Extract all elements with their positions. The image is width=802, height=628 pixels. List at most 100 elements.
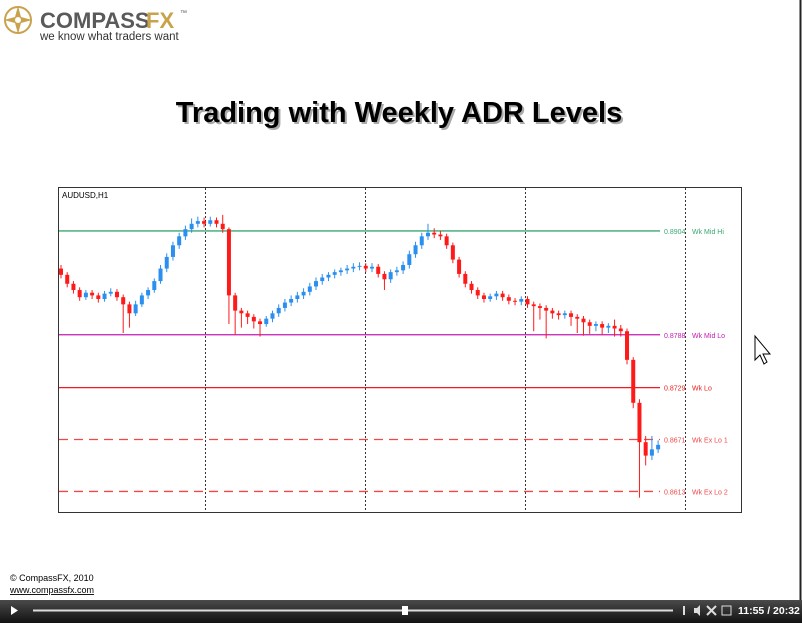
player-controls — [683, 605, 732, 616]
candle-body — [195, 221, 200, 224]
candle-body — [282, 302, 287, 308]
logo-center — [15, 17, 21, 23]
candle-body — [363, 265, 368, 269]
candle-body — [419, 236, 424, 246]
fullscreen-button[interactable] — [706, 605, 717, 616]
candle-body — [345, 268, 350, 271]
candle-body — [488, 296, 493, 299]
candle-body — [71, 283, 76, 291]
candle-body — [90, 292, 95, 296]
candle-body — [245, 313, 250, 317]
candle-body — [649, 449, 654, 456]
candle-body — [332, 272, 337, 275]
progress-knob[interactable] — [402, 606, 408, 615]
candle-body — [494, 293, 499, 297]
candle-body — [314, 281, 319, 287]
candle-body — [177, 236, 182, 246]
window-button[interactable] — [721, 605, 732, 616]
candle-body — [264, 318, 269, 325]
volume-icon[interactable] — [683, 606, 685, 615]
level-value: 0.8904 — [664, 229, 686, 236]
level-label: Wk Lo — [692, 386, 712, 393]
candle-body — [481, 295, 486, 299]
candle-body — [531, 304, 536, 307]
candle-body — [127, 304, 132, 314]
candle-body — [152, 281, 157, 291]
candle-body — [102, 293, 107, 299]
candle-body — [631, 359, 636, 403]
candle-body — [233, 295, 238, 311]
candle-body — [463, 273, 468, 284]
candle-body — [600, 324, 605, 328]
candle-body — [307, 286, 312, 292]
level-value: 0.8729 — [664, 386, 686, 393]
candle-body — [475, 290, 480, 296]
candle-body — [320, 277, 325, 282]
candle-body — [77, 290, 82, 298]
candle-body — [183, 229, 188, 237]
candle-body — [612, 325, 617, 329]
candle-body — [214, 220, 219, 224]
candle-body — [83, 292, 88, 298]
candle-body — [425, 232, 430, 237]
candle-body — [469, 283, 474, 291]
candle-body — [618, 328, 623, 332]
candle-body — [114, 291, 119, 298]
candle-body — [637, 402, 642, 443]
player-time: 11:55 / 20:32 — [738, 605, 800, 617]
candle-body — [108, 291, 113, 294]
candle-body — [351, 266, 356, 269]
candle-body — [301, 291, 306, 296]
candle-body — [407, 254, 412, 265]
candle-body — [270, 313, 275, 319]
candle-body — [544, 307, 549, 311]
candle-body — [506, 297, 511, 301]
level-value: 0.8613 — [664, 489, 686, 496]
candle-body — [593, 324, 598, 326]
candle-body — [556, 313, 561, 316]
play-button[interactable] — [11, 606, 18, 615]
candle-body — [370, 266, 374, 269]
candle-body — [170, 245, 175, 257]
candle-body — [239, 310, 244, 314]
candle-body — [569, 313, 574, 317]
candle-body — [587, 322, 592, 326]
candle-body — [562, 313, 567, 316]
candle-body — [643, 442, 648, 456]
candle-body — [251, 316, 256, 322]
candle-body — [394, 270, 399, 273]
logo-text: COMPASS — [40, 8, 150, 33]
level-label: Wk Ex Lo 1 — [692, 438, 728, 445]
tagline: we know what traders want — [39, 31, 180, 43]
candle-body — [625, 331, 630, 360]
level-label: Wk Mid Lo — [692, 333, 725, 340]
candle-body — [438, 234, 443, 237]
copyright: © CompassFX, 2010 — [10, 573, 94, 583]
level-label: Wk Ex Lo 2 — [692, 489, 728, 496]
trademark: ™ — [180, 10, 187, 17]
candle-body — [444, 236, 449, 246]
candle-body — [550, 310, 555, 314]
candle-body — [338, 270, 343, 273]
title-shadow: Trading with Weekly ADR Levels — [178, 99, 624, 131]
candle-body — [96, 295, 101, 299]
candle-body — [59, 268, 63, 275]
candle-body — [65, 274, 70, 284]
candle-body — [326, 274, 331, 278]
candle-body — [276, 307, 281, 314]
candle-body — [450, 245, 455, 260]
mouse-cursor — [754, 334, 772, 365]
candle-body — [289, 298, 294, 303]
plot: 0.8904 Wk Mid Hi 0.8788 Wk Mid Lo 0.8729 Wk L… — [59, 214, 728, 498]
website-link[interactable]: www.compassfx.com — [9, 585, 94, 595]
candle-body — [519, 298, 524, 302]
candle-body — [581, 318, 586, 323]
candle-body — [401, 264, 406, 271]
mute-button[interactable] — [694, 605, 700, 616]
candle-body — [432, 232, 437, 235]
candle-body — [121, 297, 126, 305]
candle-body — [537, 306, 542, 308]
candle-body — [146, 290, 151, 296]
candle-body — [133, 304, 138, 314]
